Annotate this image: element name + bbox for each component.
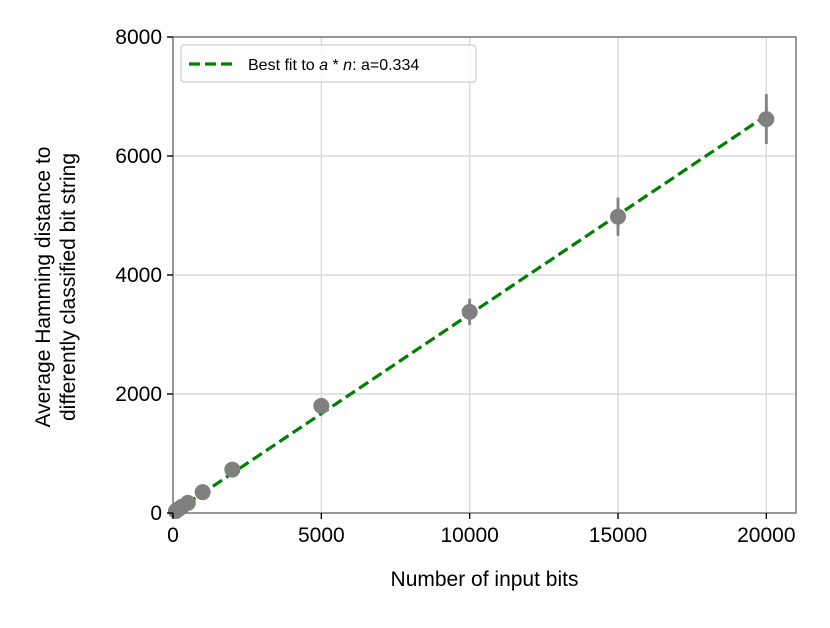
- ticks: 0 5000 10000 15000 20000 0 2000 4000 6000 8000: [115, 26, 795, 547]
- data-point-group: [610, 197, 626, 236]
- y-tick-label: 4000: [115, 264, 162, 287]
- data-point-group: [179, 494, 196, 511]
- data-point: [758, 111, 775, 128]
- x-axis-label: Number of input bits: [391, 568, 579, 591]
- legend-suffix: : a=0.334: [352, 57, 419, 74]
- legend-prefix: Best fit to: [248, 57, 319, 74]
- y-tick-label: 0: [150, 502, 162, 525]
- data-point: [224, 461, 241, 478]
- x-tick-label: 5000: [298, 524, 345, 547]
- x-tick-label: 0: [167, 524, 179, 547]
- y-tick-label: 6000: [115, 145, 162, 168]
- y-tick-label: 8000: [115, 26, 162, 49]
- x-tick-label: 20000: [737, 524, 795, 547]
- grid: [172, 36, 796, 514]
- data-point-group: [194, 484, 211, 501]
- legend-var-n: n: [343, 57, 352, 74]
- legend-op: *: [328, 57, 343, 74]
- data-point-group: [461, 298, 478, 325]
- legend-box: [180, 44, 477, 83]
- data-point: [610, 208, 626, 225]
- y-axis-label-line-2: differently classified bit string: [57, 153, 80, 421]
- data-point: [313, 397, 330, 414]
- data-point-group: [758, 94, 775, 145]
- data-point-group: [313, 397, 330, 414]
- y-tick-label: 2000: [115, 383, 162, 406]
- data-point: [194, 484, 211, 501]
- x-tick-label: 15000: [589, 524, 647, 547]
- y-axis-label: Average Hamming distance to differently …: [32, 147, 80, 428]
- y-axis-label-line-1: Average Hamming distance to: [32, 147, 55, 428]
- legend: Best fit to a * n: a=0.334: [180, 44, 477, 83]
- legend-var-a: a: [319, 57, 328, 74]
- data-points-layer: [167, 94, 775, 519]
- data-point-group: [224, 461, 241, 478]
- data-point: [461, 303, 478, 320]
- data-point: [179, 494, 196, 511]
- legend-label-fit-line: Best fit to a * n: a=0.334: [248, 57, 419, 74]
- x-tick-label: 10000: [440, 524, 498, 547]
